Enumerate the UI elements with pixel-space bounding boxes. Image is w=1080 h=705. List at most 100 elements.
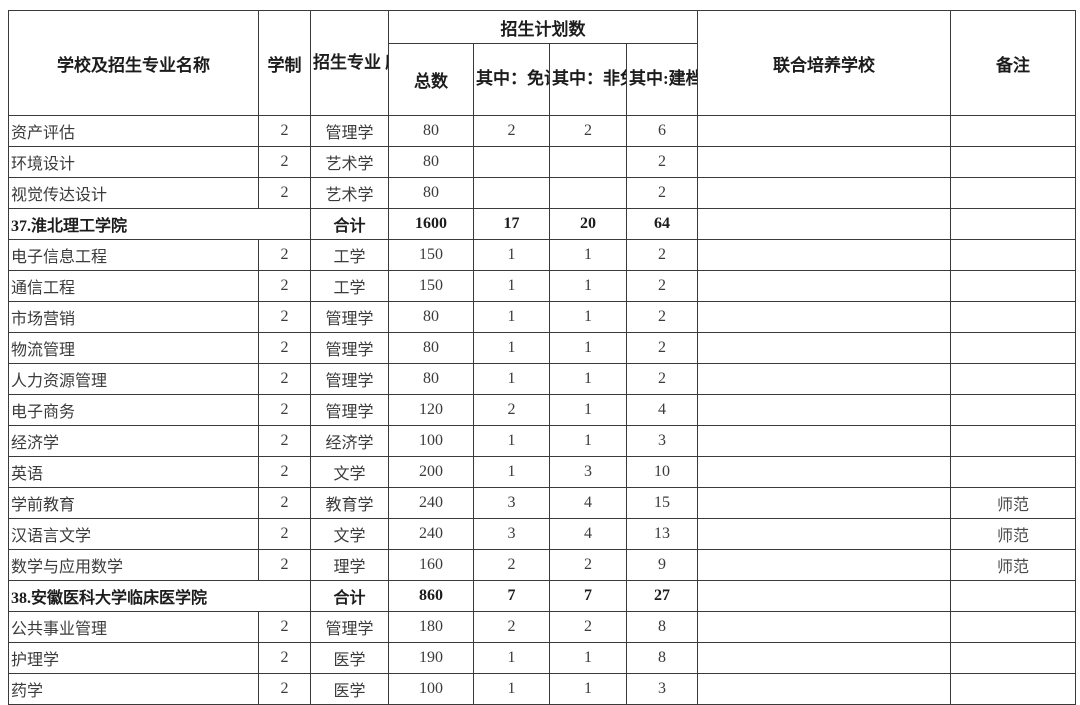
cell-total: 100: [388, 673, 474, 705]
cell-remark: 师范: [950, 487, 1076, 519]
cell-total: 150: [388, 270, 474, 302]
cell-duration: 2: [258, 301, 311, 333]
cell-duration: 2: [258, 239, 311, 271]
cell-discipline: 管理学: [310, 611, 389, 643]
cell-registered-card: 64: [626, 208, 698, 240]
cell-discipline: 医学: [310, 673, 389, 705]
cell-major-name: 学前教育: [8, 487, 259, 519]
cell-major-name: 人力资源管理: [8, 363, 259, 395]
cell-major-name: 经济学: [8, 425, 259, 457]
cell-total: 100: [388, 425, 474, 457]
cell-total: 200: [388, 456, 474, 488]
cell-exempt-veteran: 2: [473, 549, 550, 581]
cell-exempt-veteran: 1: [473, 332, 550, 364]
cell-discipline: 管理学: [310, 332, 389, 364]
cell-major-name: 汉语言文学: [8, 518, 259, 550]
cell-joint-training: [697, 332, 951, 364]
cell-discipline: 经济学: [310, 425, 389, 457]
cell-remark: [950, 611, 1076, 643]
cell-discipline: 工学: [310, 239, 389, 271]
cell-non-exempt-veteran: 2: [549, 611, 627, 643]
cell-joint-training: [697, 239, 951, 271]
cell-discipline: 教育学: [310, 487, 389, 519]
cell-total: 150: [388, 239, 474, 271]
major-row: 资产评估 2 管理学 80 2 2 6: [8, 115, 1076, 147]
cell-non-exempt-veteran: 4: [549, 487, 627, 519]
header-joint-training-school: 联合培养学校: [697, 10, 951, 116]
cell-exempt-veteran: 1: [473, 673, 550, 705]
cell-exempt-veteran: 1: [473, 239, 550, 271]
cell-remark: [950, 208, 1076, 240]
cell-remark: [950, 642, 1076, 674]
cell-duration: 2: [258, 332, 311, 364]
cell-joint-training: [697, 301, 951, 333]
cell-total: 80: [388, 115, 474, 147]
cell-remark: [950, 270, 1076, 302]
cell-remark: [950, 425, 1076, 457]
cell-registered-card: 8: [626, 642, 698, 674]
cell-exempt-veteran: 1: [473, 425, 550, 457]
cell-registered-card: 10: [626, 456, 698, 488]
cell-joint-training: [697, 363, 951, 395]
header-duration: 学制: [258, 10, 311, 116]
cell-registered-card: 8: [626, 611, 698, 643]
header-registered-card-plan: 其中:建档 立卡考生 专项计划: [626, 43, 698, 116]
cell-registered-card: 3: [626, 425, 698, 457]
major-row: 数学与应用数学 2 理学 160 2 2 9 师范: [8, 549, 1076, 581]
header-discipline-category: 招生专业 所属学科 门类: [310, 10, 389, 116]
cell-non-exempt-veteran: 1: [549, 642, 627, 674]
cell-non-exempt-veteran: 1: [549, 673, 627, 705]
cell-major-name: 英语: [8, 456, 259, 488]
cell-duration: 2: [258, 456, 311, 488]
cell-total: 190: [388, 642, 474, 674]
major-row: 学前教育 2 教育学 240 3 4 15 师范: [8, 487, 1076, 519]
major-row: 公共事业管理 2 管理学 180 2 2 8: [8, 611, 1076, 643]
major-row: 市场营销 2 管理学 80 1 1 2: [8, 301, 1076, 333]
cell-total: 180: [388, 611, 474, 643]
cell-registered-card: 6: [626, 115, 698, 147]
header-total-count: 总数: [388, 43, 474, 116]
cell-non-exempt-veteran: 1: [549, 394, 627, 426]
cell-exempt-veteran: [473, 146, 550, 178]
cell-discipline: 理学: [310, 549, 389, 581]
cell-exempt-veteran: 2: [473, 115, 550, 147]
cell-joint-training: [697, 177, 951, 209]
major-row: 护理学 2 医学 190 1 1 8: [8, 642, 1076, 674]
cell-total: 240: [388, 518, 474, 550]
cell-registered-card: 2: [626, 332, 698, 364]
cell-discipline: 文学: [310, 518, 389, 550]
cell-total: 80: [388, 332, 474, 364]
header-plan-count-group: 招生计划数: [388, 10, 698, 44]
major-row: 汉语言文学 2 文学 240 3 4 13 师范: [8, 518, 1076, 550]
cell-remark: [950, 239, 1076, 271]
header-non-exempt-veteran-plan: 其中：非免 试退役士兵 专项计划: [549, 43, 627, 116]
cell-discipline: 管理学: [310, 115, 389, 147]
major-row: 英语 2 文学 200 1 3 10: [8, 456, 1076, 488]
major-row: 电子商务 2 管理学 120 2 1 4: [8, 394, 1076, 426]
cell-duration: 2: [258, 425, 311, 457]
cell-major-name: 电子信息工程: [8, 239, 259, 271]
cell-total: 1600: [388, 208, 474, 240]
cell-discipline: 管理学: [310, 363, 389, 395]
cell-duration: 2: [258, 270, 311, 302]
cell-non-exempt-veteran: 1: [549, 270, 627, 302]
cell-major-name: 数学与应用数学: [8, 549, 259, 581]
cell-duration: 2: [258, 549, 311, 581]
cell-joint-training: [697, 208, 951, 240]
cell-total: 80: [388, 177, 474, 209]
cell-duration: 2: [258, 487, 311, 519]
header-exempt-veteran-plan: 其中：免试 退役士兵专 项计划: [473, 43, 550, 116]
cell-non-exempt-veteran: 1: [549, 332, 627, 364]
cell-exempt-veteran: 1: [473, 456, 550, 488]
cell-registered-card: 2: [626, 363, 698, 395]
cell-joint-training: [697, 549, 951, 581]
cell-registered-card: 2: [626, 146, 698, 178]
major-row: 经济学 2 经济学 100 1 1 3: [8, 425, 1076, 457]
cell-non-exempt-veteran: 1: [549, 363, 627, 395]
cell-remark: [950, 146, 1076, 178]
cell-registered-card: 13: [626, 518, 698, 550]
cell-exempt-veteran: 1: [473, 301, 550, 333]
cell-joint-training: [697, 611, 951, 643]
cell-exempt-veteran: 2: [473, 611, 550, 643]
cell-remark: [950, 363, 1076, 395]
